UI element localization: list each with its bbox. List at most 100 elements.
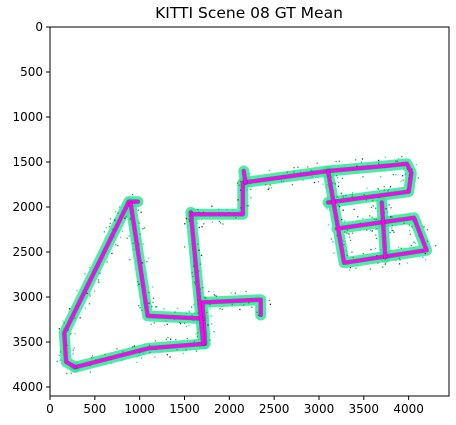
map-point	[106, 251, 108, 253]
map-point	[398, 157, 400, 160]
map-point	[349, 236, 351, 238]
map-point	[176, 349, 178, 351]
plot-border	[49, 26, 450, 397]
map-point	[237, 199, 239, 201]
map-point	[148, 291, 150, 294]
y-tick-label: 1000	[12, 110, 43, 124]
map-point	[193, 304, 195, 306]
map-point	[143, 343, 146, 345]
map-point	[346, 257, 348, 260]
map-point	[343, 196, 346, 198]
map-point	[117, 245, 119, 247]
map-point	[370, 206, 373, 209]
map-point	[401, 156, 403, 158]
map-point	[113, 236, 115, 238]
x-tick-label: 1500	[169, 402, 200, 416]
map-point	[142, 228, 144, 230]
map-point	[198, 249, 200, 251]
x-tick-label: 4000	[393, 402, 424, 416]
map-point	[153, 322, 155, 324]
map-point	[404, 174, 406, 176]
map-point	[313, 181, 316, 184]
map-point	[135, 355, 137, 357]
map-point	[156, 306, 158, 308]
map-point	[409, 233, 412, 235]
map-point	[269, 303, 271, 305]
map-point	[385, 208, 387, 210]
map-point	[375, 228, 377, 231]
map-point	[199, 263, 202, 265]
map-point	[291, 184, 294, 186]
map-point	[245, 290, 247, 293]
map-point	[185, 349, 187, 351]
map-point	[76, 289, 78, 292]
map-point	[417, 235, 420, 237]
map-point	[166, 354, 168, 356]
map-point	[325, 186, 328, 188]
map-point	[346, 232, 348, 234]
map-point	[133, 248, 135, 251]
map-point	[426, 252, 428, 255]
plot-frame	[50, 27, 449, 396]
map-point	[403, 166, 406, 168]
map-point	[179, 321, 181, 324]
map-point	[165, 338, 167, 341]
map-point	[236, 182, 239, 184]
map-point	[196, 221, 198, 224]
map-point	[248, 302, 250, 304]
map-point	[336, 235, 338, 237]
map-point	[381, 169, 383, 172]
map-point	[97, 279, 100, 281]
map-point	[140, 211, 142, 213]
map-point	[302, 179, 304, 181]
map-point	[138, 222, 140, 224]
map-point	[141, 309, 143, 311]
map-point	[142, 352, 144, 354]
map-point	[257, 314, 259, 316]
map-point	[86, 292, 88, 294]
map-point	[346, 229, 349, 231]
map-point	[148, 306, 150, 308]
map-point	[343, 240, 345, 242]
map-point	[152, 297, 155, 299]
map-point	[392, 174, 394, 176]
map-point	[377, 187, 379, 190]
map-point	[139, 233, 141, 235]
map-point	[185, 312, 188, 314]
map-point	[390, 216, 392, 218]
map-point	[205, 297, 207, 299]
map-point	[362, 252, 364, 255]
map-point	[62, 328, 65, 330]
map-point	[165, 320, 167, 322]
map-point	[218, 220, 220, 222]
map-point	[76, 361, 79, 363]
map-point	[197, 332, 199, 334]
map-point	[197, 243, 199, 245]
map-point	[395, 174, 397, 176]
map-point	[421, 225, 423, 227]
map-point	[173, 319, 175, 321]
map-point	[355, 159, 357, 161]
map-point	[89, 371, 91, 373]
map-point	[184, 246, 186, 248]
map-point	[211, 205, 213, 207]
map-point	[213, 294, 216, 296]
map-point	[250, 184, 252, 186]
map-point	[409, 225, 411, 227]
map-point	[383, 186, 385, 188]
map-point	[336, 175, 338, 177]
map-point	[325, 187, 327, 190]
map-point	[103, 231, 105, 233]
map-point	[239, 303, 242, 305]
map-point	[74, 332, 76, 335]
map-point	[375, 207, 377, 209]
map-point	[355, 267, 357, 269]
x-tick-label: 3500	[349, 402, 380, 416]
map-point	[73, 347, 75, 349]
map-point	[369, 215, 371, 217]
map-point	[130, 223, 132, 225]
map-point	[139, 307, 141, 309]
map-point	[391, 227, 393, 229]
map-point	[398, 257, 400, 259]
